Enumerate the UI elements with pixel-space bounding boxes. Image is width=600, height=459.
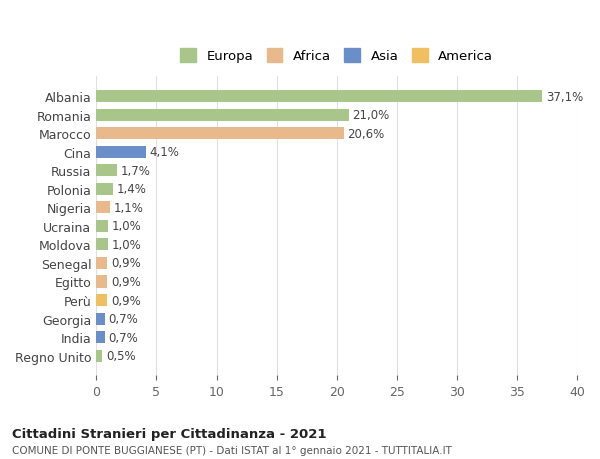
Bar: [97, 128, 344, 140]
Text: 1,7%: 1,7%: [121, 164, 150, 177]
Text: Cittadini Stranieri per Cittadinanza - 2021: Cittadini Stranieri per Cittadinanza - 2…: [12, 427, 326, 440]
Bar: [97, 183, 113, 196]
Bar: [97, 202, 110, 214]
Text: 20,6%: 20,6%: [347, 127, 385, 140]
Bar: [97, 331, 105, 343]
Bar: [97, 257, 107, 269]
Bar: [97, 294, 107, 307]
Text: 0,7%: 0,7%: [109, 313, 138, 325]
Text: 1,1%: 1,1%: [113, 202, 143, 214]
Bar: [97, 165, 117, 177]
Bar: [97, 276, 107, 288]
Text: 21,0%: 21,0%: [352, 109, 389, 122]
Legend: Europa, Africa, Asia, America: Europa, Africa, Asia, America: [176, 45, 497, 67]
Bar: [97, 350, 103, 362]
Text: 4,1%: 4,1%: [149, 146, 179, 159]
Bar: [97, 220, 109, 232]
Text: 37,1%: 37,1%: [546, 90, 583, 103]
Text: 1,4%: 1,4%: [117, 183, 146, 196]
Text: 0,5%: 0,5%: [106, 349, 136, 362]
Text: 1,0%: 1,0%: [112, 220, 142, 233]
Text: 0,7%: 0,7%: [109, 331, 138, 344]
Bar: [97, 239, 109, 251]
Bar: [97, 109, 349, 121]
Text: 1,0%: 1,0%: [112, 238, 142, 252]
Text: 0,9%: 0,9%: [111, 294, 140, 307]
Bar: [97, 313, 105, 325]
Bar: [97, 91, 542, 103]
Bar: [97, 146, 146, 158]
Text: 0,9%: 0,9%: [111, 257, 140, 270]
Text: COMUNE DI PONTE BUGGIANESE (PT) - Dati ISTAT al 1° gennaio 2021 - TUTTITALIA.IT: COMUNE DI PONTE BUGGIANESE (PT) - Dati I…: [12, 445, 452, 455]
Text: 0,9%: 0,9%: [111, 275, 140, 288]
